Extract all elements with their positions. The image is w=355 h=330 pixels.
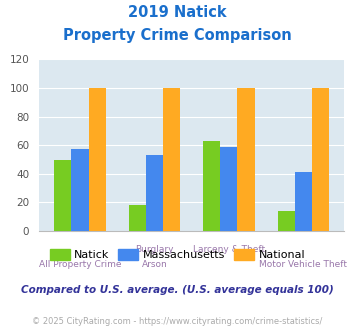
Bar <box>146 155 163 231</box>
Text: Motor Vehicle Theft: Motor Vehicle Theft <box>260 260 348 269</box>
Text: Arson: Arson <box>142 260 167 269</box>
Text: 2019 Natick: 2019 Natick <box>128 5 227 20</box>
Bar <box>312 88 329 231</box>
Text: © 2025 CityRating.com - https://www.cityrating.com/crime-statistics/: © 2025 CityRating.com - https://www.city… <box>32 317 323 326</box>
Text: Property Crime Comparison: Property Crime Comparison <box>63 28 292 43</box>
Legend: Natick, Massachusetts, National: Natick, Massachusetts, National <box>45 245 310 265</box>
Text: Compared to U.S. average. (U.S. average equals 100): Compared to U.S. average. (U.S. average … <box>21 285 334 295</box>
Bar <box>54 159 71 231</box>
Bar <box>295 172 312 231</box>
Text: Burglary: Burglary <box>135 245 174 254</box>
Bar <box>237 88 255 231</box>
Bar <box>203 141 220 231</box>
Bar <box>88 88 106 231</box>
Text: Larceny & Theft: Larceny & Theft <box>193 245 265 254</box>
Text: All Property Crime: All Property Crime <box>39 260 121 269</box>
Bar <box>129 205 146 231</box>
Bar <box>220 147 237 231</box>
Bar <box>278 211 295 231</box>
Bar <box>71 149 88 231</box>
Bar <box>163 88 180 231</box>
